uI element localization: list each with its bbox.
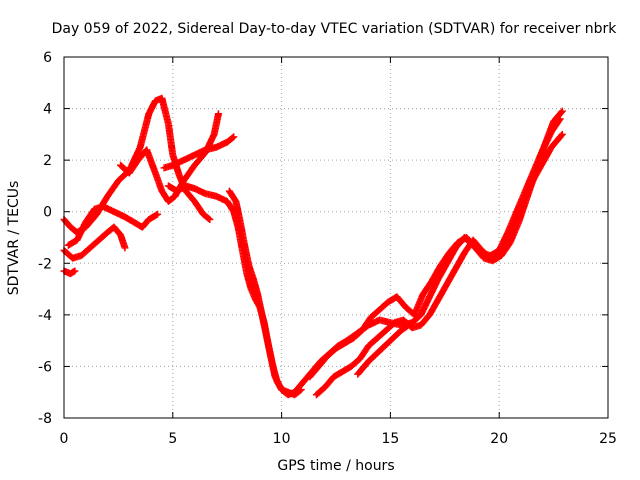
data-point xyxy=(71,267,79,275)
y-tick-label: 6 xyxy=(43,50,52,66)
series-trace-j xyxy=(312,130,566,399)
series-trace-h xyxy=(225,115,564,399)
y-tick-label: 4 xyxy=(43,102,52,118)
x-axis-label: GPS time / hours xyxy=(277,458,394,474)
y-tick-label: 2 xyxy=(43,153,52,169)
data-point xyxy=(154,210,162,218)
x-tick-label: 10 xyxy=(273,431,291,447)
data-point xyxy=(121,244,129,252)
y-tick-label: -8 xyxy=(38,411,52,427)
series-trace-e xyxy=(117,110,222,205)
data-point xyxy=(229,134,237,142)
plot-frame xyxy=(63,56,609,419)
data-point xyxy=(408,319,416,327)
y-tick-label: -2 xyxy=(38,256,52,272)
series-trace-b xyxy=(60,223,129,262)
x-tick-label: 15 xyxy=(381,431,399,447)
grid xyxy=(64,57,608,418)
data-point xyxy=(558,107,566,115)
series-trace-d xyxy=(64,203,162,249)
y-tick-label: 0 xyxy=(43,205,52,221)
data-points xyxy=(60,94,566,399)
data-point xyxy=(557,132,565,140)
data-point xyxy=(558,130,566,138)
x-tick-label: 25 xyxy=(599,431,617,447)
series-trace-k xyxy=(354,319,416,378)
data-point xyxy=(214,110,222,118)
x-tick-label: 20 xyxy=(490,431,508,447)
series-trace-i xyxy=(306,107,566,381)
chart-title: Day 059 of 2022, Sidereal Day-to-day VTE… xyxy=(52,21,618,37)
y-tick-label: -4 xyxy=(38,308,52,324)
data-point xyxy=(205,215,213,223)
y-tick-label: -6 xyxy=(38,359,52,375)
data-point xyxy=(557,108,565,116)
y-axis-label: SDTVAR / TECUs xyxy=(6,181,22,296)
series-trace-c xyxy=(60,267,79,278)
series-trace-g xyxy=(164,182,305,399)
axis-ticks: 0 5 10 15 20 25 -8 -6 -4 -2 0 2 4 6 xyxy=(38,50,617,447)
series-trace-f xyxy=(160,133,238,172)
data-point xyxy=(407,319,415,327)
x-tick-label: 0 xyxy=(60,431,69,447)
data-point xyxy=(206,215,214,223)
data-point xyxy=(230,133,238,141)
x-tick-label: 5 xyxy=(168,431,177,447)
